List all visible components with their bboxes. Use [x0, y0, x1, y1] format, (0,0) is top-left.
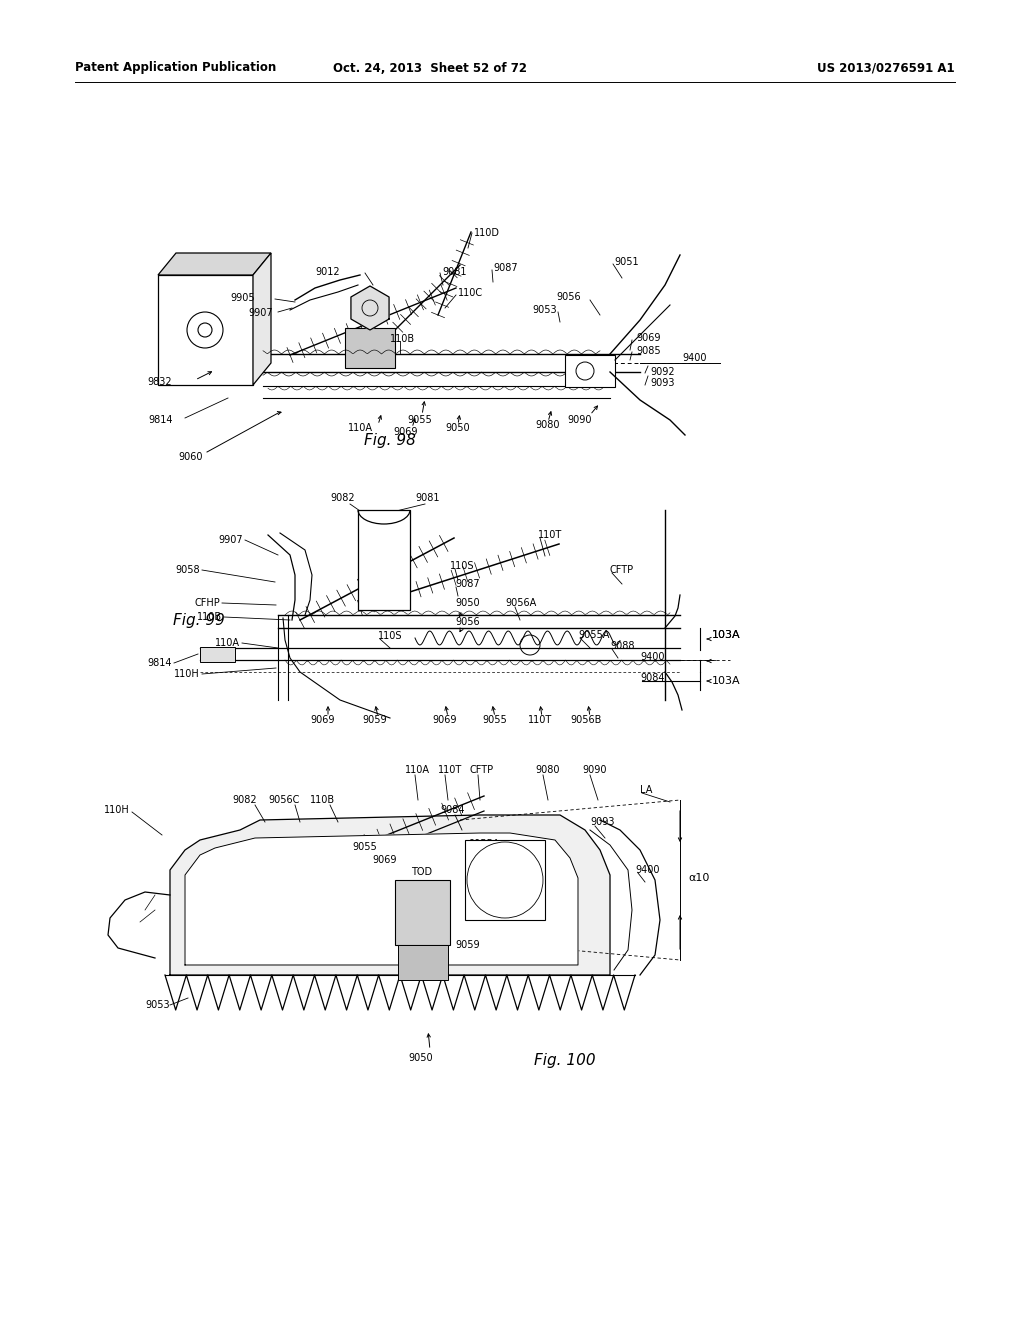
Text: 9088: 9088 [610, 642, 635, 651]
Text: 110B: 110B [390, 334, 415, 345]
Text: 110A: 110A [348, 422, 373, 433]
Bar [565, 355, 615, 387]
Text: 9059: 9059 [455, 940, 479, 950]
Text: Fig. 99: Fig. 99 [173, 612, 225, 627]
Text: 110C: 110C [458, 288, 483, 298]
Text: 9080: 9080 [535, 420, 559, 430]
Text: 9012: 9012 [315, 267, 340, 277]
Text: 9060: 9060 [178, 451, 203, 462]
Text: 9400: 9400 [640, 652, 665, 663]
Text: 110T: 110T [438, 766, 462, 775]
Text: 110S: 110S [450, 561, 474, 572]
Text: 110A: 110A [406, 766, 430, 775]
Text: 9090: 9090 [582, 766, 606, 775]
Text: 9056: 9056 [455, 616, 479, 627]
Text: Fig. 100: Fig. 100 [535, 1052, 596, 1068]
Text: 110D: 110D [474, 228, 500, 238]
Text: 9069: 9069 [636, 333, 660, 343]
Text: 9087: 9087 [455, 579, 479, 589]
Polygon shape [185, 833, 578, 965]
Text: 9050: 9050 [455, 598, 479, 609]
Text: 9905: 9905 [230, 293, 255, 304]
Text: 9093: 9093 [590, 817, 614, 828]
Text: 110T: 110T [528, 715, 552, 725]
Text: 110A: 110A [215, 638, 240, 648]
Text: 9056: 9056 [556, 292, 581, 302]
Bar [158, 275, 253, 385]
Text: 9056A: 9056A [505, 598, 537, 609]
Bar [358, 510, 410, 610]
Polygon shape [170, 814, 610, 975]
Text: 9400: 9400 [682, 352, 707, 363]
Text: 9907: 9907 [248, 308, 272, 318]
Text: 9082: 9082 [330, 492, 354, 503]
Text: Fig. 98: Fig. 98 [365, 433, 416, 447]
Text: 9055: 9055 [352, 842, 377, 851]
Text: CFTP: CFTP [610, 565, 634, 576]
Text: 9051: 9051 [614, 257, 639, 267]
Text: 9050: 9050 [408, 1053, 432, 1063]
Text: Patent Application Publication: Patent Application Publication [75, 62, 276, 74]
Text: 9080: 9080 [535, 766, 559, 775]
Text: 9093: 9093 [650, 378, 675, 388]
Text: 103A: 103A [712, 676, 740, 686]
Text: 9084: 9084 [640, 673, 665, 682]
Polygon shape [351, 286, 389, 330]
Text: 9092: 9092 [650, 367, 675, 378]
Text: 103A: 103A [712, 630, 740, 640]
Text: 9055: 9055 [482, 715, 507, 725]
Text: 9084: 9084 [440, 805, 465, 814]
Text: 9069: 9069 [393, 426, 418, 437]
Text: 9053: 9053 [145, 1001, 170, 1010]
Text: 9907: 9907 [218, 535, 243, 545]
Text: 9055A: 9055A [468, 840, 500, 849]
Text: 9082: 9082 [232, 795, 257, 805]
Text: 9400: 9400 [635, 865, 659, 875]
Text: 9087: 9087 [493, 263, 517, 273]
Text: 110T: 110T [538, 531, 562, 540]
Text: CFHP: CFHP [195, 598, 220, 609]
Text: CFTP: CFTP [470, 766, 495, 775]
Text: 110H: 110H [174, 669, 200, 678]
Bar [465, 840, 545, 920]
Text: 9081: 9081 [442, 267, 467, 277]
Text: Oct. 24, 2013  Sheet 52 of 72: Oct. 24, 2013 Sheet 52 of 72 [333, 62, 527, 74]
Text: 9090: 9090 [567, 414, 592, 425]
Polygon shape [253, 253, 271, 385]
Text: 9058: 9058 [175, 565, 200, 576]
Bar [345, 327, 395, 368]
Text: 9069: 9069 [310, 715, 335, 725]
Text: 9053: 9053 [532, 305, 557, 315]
Text: 9814: 9814 [147, 657, 172, 668]
Text: 9069: 9069 [432, 715, 457, 725]
Text: α10: α10 [688, 873, 710, 883]
Text: 9055A: 9055A [578, 630, 609, 640]
Bar [200, 647, 234, 663]
Text: 9059: 9059 [362, 715, 387, 725]
Text: 110B: 110B [197, 612, 222, 622]
Text: 110H: 110H [104, 805, 130, 814]
Text: 110B: 110B [310, 795, 335, 805]
Polygon shape [158, 253, 271, 275]
Text: 110S: 110S [378, 631, 402, 642]
Text: 9050: 9050 [445, 422, 470, 433]
Text: TOD: TOD [413, 908, 431, 916]
Text: 9081: 9081 [415, 492, 439, 503]
Text: LA: LA [640, 785, 652, 795]
Text: 9814: 9814 [148, 414, 172, 425]
Text: 9056B: 9056B [570, 715, 601, 725]
Text: 9085: 9085 [636, 346, 660, 356]
Bar [398, 945, 449, 979]
Bar [395, 880, 450, 945]
Text: 9056C: 9056C [268, 795, 299, 805]
Text: 9055: 9055 [407, 414, 432, 425]
Text: 9832: 9832 [147, 378, 172, 387]
Text: 103A: 103A [712, 630, 740, 640]
Text: TOD: TOD [412, 867, 432, 876]
Text: 9069: 9069 [372, 855, 396, 865]
Text: US 2013/0276591 A1: US 2013/0276591 A1 [817, 62, 955, 74]
